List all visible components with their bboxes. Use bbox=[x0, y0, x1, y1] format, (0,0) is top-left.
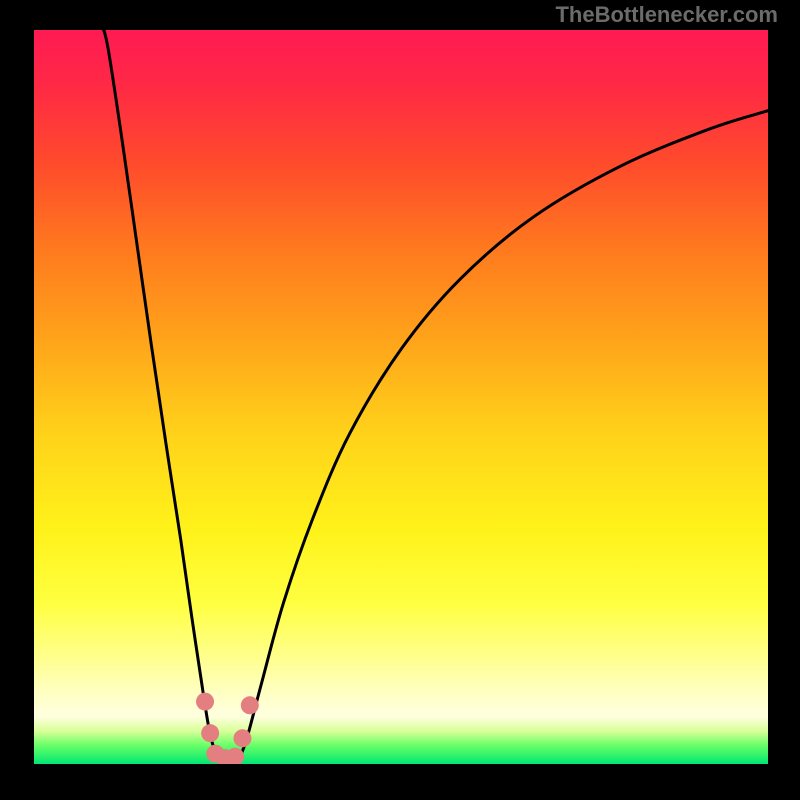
marker-dot bbox=[241, 696, 259, 714]
marker-dot bbox=[233, 729, 251, 747]
plot-area bbox=[34, 30, 768, 764]
marker-dot bbox=[196, 693, 214, 711]
left-curve bbox=[100, 30, 217, 758]
watermark-label: TheBottlenecker.com bbox=[555, 2, 778, 28]
right-curve bbox=[240, 111, 768, 758]
curve-layer bbox=[34, 30, 768, 764]
chart-container: TheBottlenecker.com bbox=[0, 0, 800, 800]
marker-dot bbox=[201, 724, 219, 742]
